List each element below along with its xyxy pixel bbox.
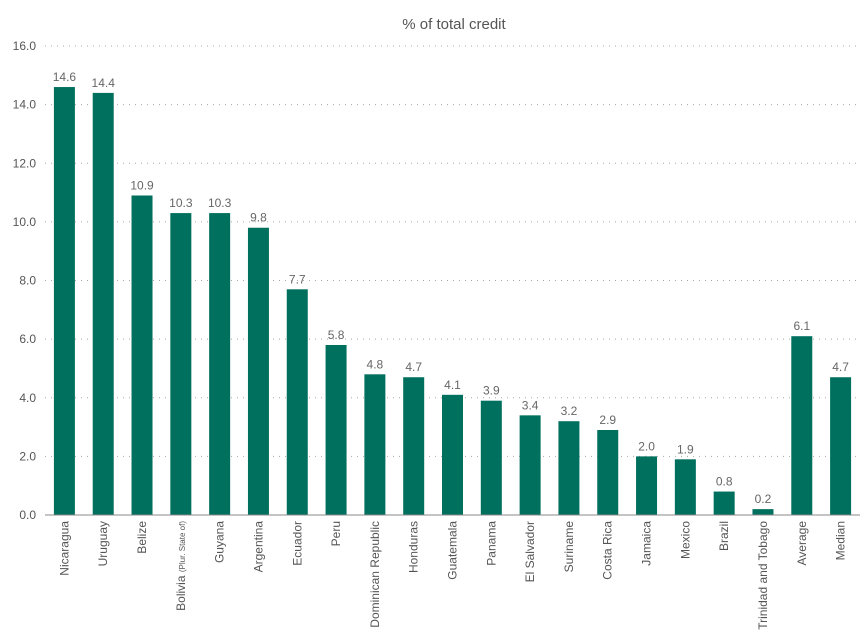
bar [93, 93, 114, 515]
bar [481, 401, 502, 515]
data-label: 4.7 [405, 360, 422, 374]
y-tick-label: 10.0 [13, 215, 37, 229]
x-tick-label: Brazil [717, 521, 731, 551]
bar [791, 336, 812, 515]
data-label: 14.4 [92, 76, 116, 90]
data-label: 5.8 [328, 328, 345, 342]
x-tick-label: Ecuador [290, 521, 304, 566]
y-tick-label: 2.0 [19, 449, 36, 463]
x-tick-label: Panama [484, 521, 498, 566]
y-tick-label: 12.0 [13, 156, 37, 170]
y-tick-label: 4.0 [19, 391, 36, 405]
bar [830, 377, 851, 515]
bar [597, 430, 618, 515]
bar [442, 395, 463, 515]
x-tick-label: Nicaragua [57, 521, 71, 576]
bar [520, 415, 541, 515]
x-tick-label: Average [795, 521, 809, 566]
y-tick-label: 8.0 [19, 274, 36, 288]
x-tick-label: Uruguay [96, 521, 110, 566]
bar [326, 345, 347, 515]
bar [209, 213, 230, 515]
chart-title: % of total credit [402, 16, 506, 33]
bar [558, 421, 579, 515]
data-label: 2.9 [599, 413, 616, 427]
data-label: 0.2 [755, 492, 772, 506]
bar [403, 377, 424, 515]
y-tick-label: 14.0 [13, 98, 37, 112]
x-tick-label: Jamaica [640, 521, 654, 566]
bar [675, 459, 696, 515]
x-tick-label: Median [834, 521, 848, 560]
bar [287, 289, 308, 515]
x-tick-label: Guyana [213, 521, 227, 563]
data-label: 3.9 [483, 384, 500, 398]
x-axis-ticks: Nicaragua Uruguay Belize Bolivia (Plur. Sta… [57, 521, 847, 630]
x-tick-label: Guatemala [446, 521, 460, 580]
bar [636, 456, 657, 515]
data-label: 3.4 [522, 398, 539, 412]
data-label: 6.1 [793, 319, 810, 333]
bar [54, 87, 75, 515]
y-tick-label: 0.0 [19, 508, 36, 522]
data-label: 1.9 [677, 442, 694, 456]
data-label: 4.8 [367, 357, 384, 371]
bar [364, 374, 385, 515]
data-label: 4.1 [444, 378, 461, 392]
x-tick-label: Mexico [678, 521, 692, 559]
x-tick-label: Honduras [407, 521, 421, 573]
bar [714, 492, 735, 515]
y-axis-ticks: 0.0 2.0 4.0 6.0 8.0 10.0 12.0 14.0 16.0 [13, 39, 37, 522]
data-label: 9.8 [250, 211, 267, 225]
x-tick-label: El Salvador [523, 521, 537, 582]
data-label: 0.8 [716, 475, 733, 489]
y-tick-label: 16.0 [13, 39, 37, 53]
x-tick-label: Argentina [251, 521, 265, 573]
x-tick-label: Dominican Republic [368, 521, 382, 628]
data-label: 10.9 [130, 178, 154, 192]
data-label: 10.3 [208, 196, 232, 210]
x-tick-label: Belize [135, 521, 149, 554]
data-label: 4.7 [832, 360, 849, 374]
data-label: 10.3 [169, 196, 193, 210]
bar [752, 509, 773, 515]
bar [170, 213, 191, 515]
x-tick-label: Costa Rica [601, 521, 615, 580]
data-label: 2.0 [638, 439, 655, 453]
x-tick-label: Trinidad and Tobago [756, 521, 770, 630]
x-tick-label: Suriname [562, 521, 576, 573]
data-label: 14.6 [53, 70, 77, 84]
y-tick-label: 6.0 [19, 332, 36, 346]
data-label: 3.2 [561, 404, 578, 418]
x-tick-label: Bolivia (Plur. State of) [174, 521, 188, 611]
data-label: 7.7 [289, 272, 306, 286]
bar [248, 228, 269, 515]
x-tick-label: Peru [329, 521, 343, 546]
bars [54, 87, 851, 515]
bar [132, 195, 153, 515]
